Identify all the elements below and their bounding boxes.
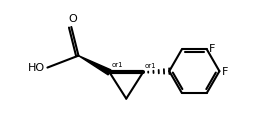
Text: F: F <box>209 44 216 54</box>
Polygon shape <box>78 56 111 75</box>
Text: or1: or1 <box>112 62 123 68</box>
Text: or1: or1 <box>144 63 156 70</box>
Text: HO: HO <box>27 63 45 73</box>
Text: O: O <box>68 14 77 24</box>
Text: F: F <box>222 67 228 77</box>
